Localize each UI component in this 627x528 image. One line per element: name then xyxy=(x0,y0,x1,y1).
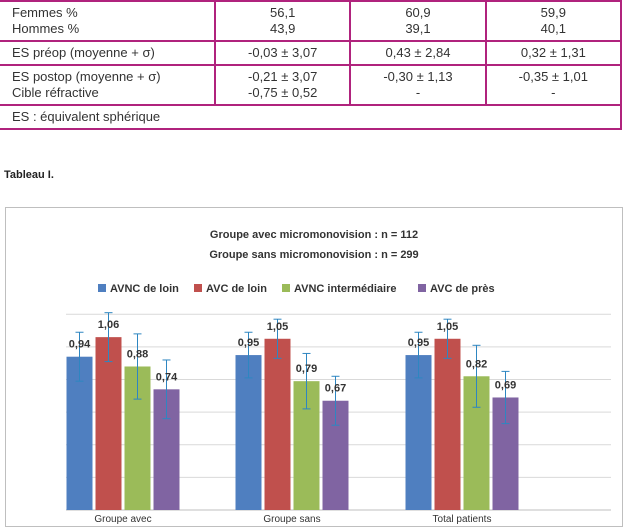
row-label: Femmes % Hommes % xyxy=(0,0,216,42)
bar xyxy=(66,356,93,510)
cell-value: -0,21 ± 3,07 xyxy=(248,69,318,84)
data-label: 1,05 xyxy=(437,321,458,333)
table-cell: 59,9 40,1 xyxy=(485,0,623,42)
table-cell: 0,43 ± 2,84 xyxy=(350,40,487,66)
cell-value: 39,1 xyxy=(405,21,431,36)
bar xyxy=(405,355,432,510)
legend-swatch xyxy=(194,284,202,292)
legend-swatch xyxy=(98,284,106,292)
cell-value: -0,30 ± 1,13 xyxy=(383,69,453,84)
data-label: 0,88 xyxy=(127,348,148,360)
table-row: ES préop (moyenne + σ) -0,03 ± 3,07 0,43 ±… xyxy=(0,40,623,66)
row-label-line: ES préop (moyenne + σ) xyxy=(12,45,155,60)
bar xyxy=(95,337,122,510)
table-cell: -0,03 ± 3,07 xyxy=(215,40,352,66)
table-caption: Tableau I. xyxy=(4,169,54,181)
cell-value: 0,32 ± 1,31 xyxy=(520,45,586,60)
table-cell: -0,21 ± 3,07 -0,75 ± 0,52 xyxy=(215,64,352,106)
row-label: ES : équivalent sphérique xyxy=(0,104,622,130)
data-label: 0,67 xyxy=(325,383,346,395)
chart-panel: Groupe avec micromonovision : n = 112 Gr… xyxy=(5,207,623,527)
legend-label: AVNC de loin xyxy=(110,283,179,295)
chart-title-line-1: Groupe avec micromonovision : n = 112 xyxy=(209,229,419,241)
legend-label: AVC de près xyxy=(430,283,495,295)
table-row: Femmes % Hommes % 56,1 43,9 60,9 39,1 59,9 40,1 xyxy=(0,0,623,42)
data-label: 0,69 xyxy=(495,379,516,391)
bar-chart: AVNC de loin AVC de loin AVNC intermédiair… xyxy=(66,283,611,525)
table-cell: 56,1 43,9 xyxy=(215,0,352,42)
bar xyxy=(264,338,291,510)
cell-value: 59,9 xyxy=(540,5,566,20)
row-label: ES postop (moyenne + σ) Cible réfractive xyxy=(0,64,216,106)
row-label-line: ES : équivalent sphérique xyxy=(12,109,161,124)
legend-swatch xyxy=(418,284,426,292)
bar xyxy=(434,338,461,510)
data-label: 1,06 xyxy=(98,319,119,331)
legend-label: AVC de loin xyxy=(206,283,267,295)
cell-value: -0,75 ± 0,52 xyxy=(248,85,318,100)
data-label: 0,95 xyxy=(238,337,259,349)
table-cell: -0,35 ± 1,01- xyxy=(485,64,623,106)
table-cell: 60,9 39,1 xyxy=(350,0,487,42)
cell-value: 0,43 ± 2,84 xyxy=(385,45,451,60)
cell-value: - xyxy=(415,85,421,100)
bar xyxy=(235,355,262,510)
table-row: ES postop (moyenne + σ) Cible réfractive -… xyxy=(0,64,623,106)
row-label-line: Hommes % xyxy=(12,21,80,36)
table-cell: -0,30 ± 1,13- xyxy=(350,64,487,106)
table-row: ES : équivalent sphérique xyxy=(0,104,622,130)
data-label: 0,79 xyxy=(296,363,317,375)
cell-value: 40,1 xyxy=(540,21,566,36)
chart-title-line-2: Groupe sans micromonovision : n = 299 xyxy=(209,249,419,261)
cell-value: 56,1 xyxy=(270,5,296,20)
table-cell: 0,32 ± 1,31 xyxy=(485,40,623,66)
cell-value: -0,35 ± 1,01 xyxy=(518,69,588,84)
data-label: 0,82 xyxy=(466,358,487,370)
row-label-line: ES postop (moyenne + σ) xyxy=(12,69,161,84)
row-label-line: Femmes % xyxy=(12,5,78,20)
summary-table: Femmes % Hommes % 56,1 43,9 60,9 39,1 59,9 40,1… xyxy=(0,0,623,130)
cell-value: - xyxy=(551,85,556,100)
data-label: 0,94 xyxy=(69,339,91,351)
row-label-line: Cible réfractive xyxy=(12,85,99,100)
data-label: 0,74 xyxy=(156,371,178,383)
legend-label: AVNC intermédiaire xyxy=(294,283,397,295)
row-label: ES préop (moyenne + σ) xyxy=(0,40,216,66)
legend-swatch xyxy=(282,284,290,292)
cell-value: -0,03 ± 3,07 xyxy=(248,45,318,60)
data-label: 0,95 xyxy=(408,337,429,349)
cell-value: 60,9 xyxy=(405,5,431,20)
cell-value: 43,9 xyxy=(270,21,296,36)
data-label: 1,05 xyxy=(267,321,288,333)
